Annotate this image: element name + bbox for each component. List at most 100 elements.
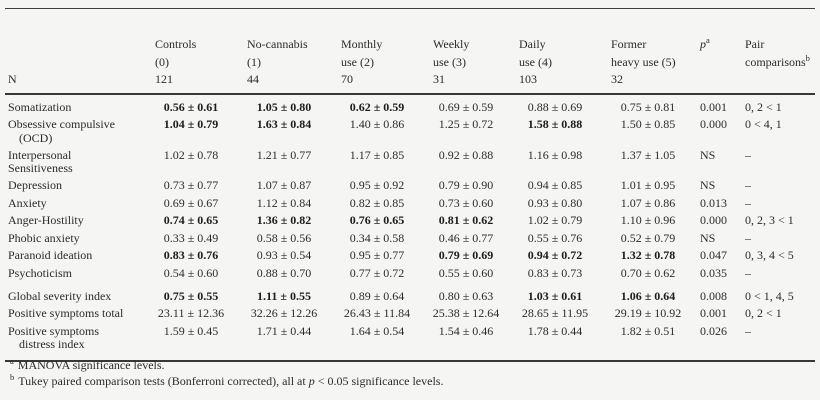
- mean-sd-cell: 25.38 ± 12.64: [432, 306, 500, 320]
- mean-sd-cell: 0.74 ± 0.65: [163, 213, 219, 227]
- row-label: Anxiety: [5, 194, 145, 212]
- col-header-no-cannabis: No-cannabis: [247, 37, 308, 51]
- mean-sd-cell: 1.78 ± 0.44: [527, 323, 583, 338]
- mean-sd-cell: 0.82 ± 0.85: [349, 195, 405, 210]
- mean-sd-cell: 1.05 ± 0.80: [256, 99, 312, 114]
- mean-sd-cell: 0.55 ± 0.60: [438, 265, 494, 280]
- mean-sd-cell: 0.73 ± 0.60: [438, 195, 494, 210]
- col-header-pair-comparisons: Pair: [745, 37, 765, 51]
- mean-sd-cell: 23.11 ± 12.36: [157, 306, 225, 320]
- p-value-cell: 0.026: [700, 323, 727, 338]
- mean-sd-cell: 0.69 ± 0.59: [438, 99, 494, 114]
- table-row: Positive symptoms total 23.11 ± 12.36 32.2…: [5, 305, 815, 323]
- table-row: Phobic anxiety 0.33 ± 0.49 0.58 ± 0.56 0.34…: [5, 229, 815, 247]
- pair-comparison-cell: 0 < 4, 1: [745, 117, 782, 131]
- mean-sd-cell: 1.11 ± 0.55: [257, 288, 311, 303]
- n-count-controls: 121: [155, 72, 173, 86]
- row-label: Interpersonal Sensitiveness: [5, 146, 145, 177]
- mean-sd-cell: 1.58 ± 0.88: [527, 117, 583, 131]
- table-row: Paranoid ideation 0.83 ± 0.76 0.93 ± 0.54 0…: [5, 247, 815, 265]
- mean-sd-cell: 1.71 ± 0.44: [256, 323, 312, 338]
- row-label: Depression: [5, 177, 145, 195]
- mean-sd-cell: 0.70 ± 0.62: [620, 265, 676, 280]
- col-header-daily-use-code: use (4): [519, 54, 552, 69]
- n-count-daily: 103: [519, 72, 537, 86]
- mean-sd-cell: 0.58 ± 0.56: [256, 230, 312, 245]
- row-label-line1: Somatization: [8, 99, 72, 114]
- pair-comparison-cell: 0, 3, 4 < 5: [745, 248, 794, 262]
- footnote-text: MANOVA significance levels.: [17, 358, 165, 372]
- pair-comparisons-label: comparisons: [745, 54, 806, 69]
- p-value-cell: NS: [700, 178, 716, 192]
- col-header-weekly-use-code: use (3): [433, 54, 466, 69]
- mean-sd-cell: 26.43 ± 11.84: [343, 306, 411, 320]
- header-n-row: N 121 44 70 31 103 32: [5, 71, 815, 94]
- p-value-cell: NS: [700, 147, 716, 162]
- col-header-former-heavy-use: Former: [611, 37, 647, 51]
- row-label-line1: Psychoticism: [8, 265, 73, 280]
- table-row: Somatization 0.56 ± 0.61 1.05 ± 0.80 0.62 ±…: [5, 94, 815, 116]
- pair-comparison-cell: –: [745, 195, 751, 210]
- mean-sd-cell: 1.40 ± 0.86: [349, 117, 405, 131]
- mean-sd-cell: 1.63 ± 0.84: [256, 117, 312, 131]
- n-count-former: 32: [611, 72, 623, 86]
- mean-sd-cell: 1.17 ± 0.85: [349, 147, 405, 162]
- mean-sd-cell: 32.26 ± 12.26: [250, 306, 318, 320]
- mean-sd-cell: 1.36 ± 0.82: [256, 213, 312, 227]
- col-header-daily-use: Daily: [519, 37, 546, 51]
- header-empty-cell: [5, 53, 145, 71]
- p-value-cell: 0.001: [700, 306, 727, 320]
- mean-sd-cell: 0.88 ± 0.69: [527, 99, 583, 114]
- row-label-line1: Anger-Hostility: [8, 213, 84, 227]
- footnote-marker-a: a: [10, 356, 14, 366]
- row-label-line1: Positive symptoms total: [8, 306, 124, 320]
- mean-sd-cell: 0.79 ± 0.69: [438, 248, 494, 262]
- mean-sd-cell: 0.73 ± 0.77: [163, 178, 219, 192]
- pair-comparison-cell: 0, 2 < 1: [745, 306, 782, 320]
- mean-sd-cell: 1.02 ± 0.78: [163, 147, 219, 162]
- mean-sd-cell: 28.65 ± 11.95: [521, 306, 589, 320]
- footnote-text: < 0.05 significance levels.: [314, 373, 444, 388]
- p-value-cell: 0.000: [700, 213, 727, 227]
- row-label: Psychoticism: [5, 264, 145, 282]
- row-label-line1: Phobic anxiety: [8, 230, 80, 245]
- mean-sd-cell: 0.52 ± 0.79: [620, 230, 676, 245]
- mean-sd-cell: 1.82 ± 0.51: [620, 323, 676, 338]
- n-row-label: N: [8, 72, 17, 86]
- header-empty-cell: [695, 53, 742, 71]
- mean-sd-cell: 0.93 ± 0.54: [256, 248, 312, 262]
- mean-sd-cell: 0.55 ± 0.76: [527, 230, 583, 245]
- mean-sd-cell: 0.69 ± 0.67: [163, 195, 219, 210]
- mean-sd-cell: 1.21 ± 0.77: [256, 147, 312, 162]
- row-label: Phobic anxiety: [5, 229, 145, 247]
- mean-sd-cell: 1.50 ± 0.85: [620, 117, 676, 131]
- table-header: Controls No-cannabis Monthly Weekly Dail…: [5, 9, 815, 94]
- p-value-cell: 0.001: [700, 99, 727, 114]
- row-label: Global severity index: [5, 282, 145, 305]
- pair-comparison-cell: –: [745, 178, 751, 192]
- header-empty-cell: [742, 71, 815, 94]
- mean-sd-cell: 0.33 ± 0.49: [163, 230, 219, 245]
- header-line1: Controls No-cannabis Monthly Weekly Dail…: [5, 9, 815, 53]
- mean-sd-cell: 0.89 ± 0.64: [349, 288, 405, 303]
- row-label-line1: Obsessive compulsive: [8, 117, 115, 131]
- col-header-monthly-use-code: use (2): [341, 54, 374, 69]
- mean-sd-cell: 0.81 ± 0.62: [438, 213, 494, 227]
- row-label: Obsessive compulsive (OCD): [5, 116, 145, 147]
- mean-sd-cell: 0.95 ± 0.77: [349, 248, 405, 262]
- mean-sd-cell: 1.04 ± 0.79: [163, 117, 219, 131]
- mean-sd-cell: 1.10 ± 0.96: [620, 213, 676, 227]
- mean-sd-cell: 0.56 ± 0.61: [163, 99, 219, 114]
- mean-sd-cell: 0.77 ± 0.72: [349, 265, 405, 280]
- footnote-b: b Tukey paired comparison tests (Bonferro…: [5, 371, 815, 390]
- header-line2: (0) (1) use (2) use (3) use (4) heavy us…: [5, 53, 815, 71]
- col-header-controls: Controls: [155, 37, 197, 51]
- row-label-line1: Interpersonal: [8, 147, 72, 162]
- pair-comparison-cell: –: [745, 230, 751, 245]
- table-row: Anxiety 0.69 ± 0.67 1.12 ± 0.84 0.82 ± 0.85…: [5, 194, 815, 212]
- mean-sd-cell: 0.92 ± 0.88: [438, 147, 494, 162]
- mean-sd-cell: 0.46 ± 0.77: [438, 230, 494, 245]
- symptom-score-table: Controls No-cannabis Monthly Weekly Dail…: [5, 8, 815, 362]
- footnote-marker-b: b: [10, 371, 15, 382]
